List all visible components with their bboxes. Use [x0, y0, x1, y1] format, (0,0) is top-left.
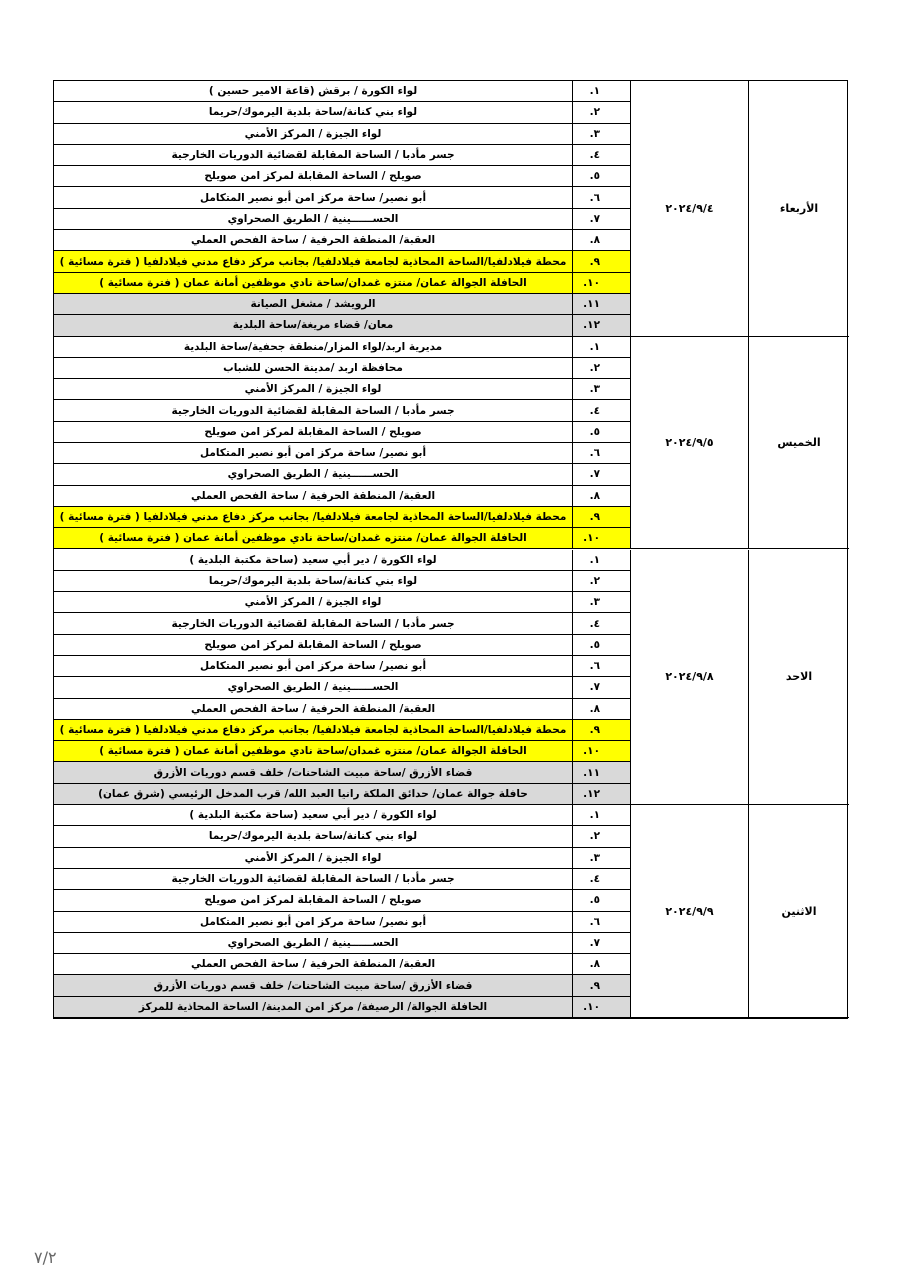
location: حافلة جوالة عمان/ حدائق الملكة رانيا الع…	[54, 783, 573, 806]
location: العقبة/ المنطقة الحرفية / ساحة الفحص الع…	[54, 954, 573, 976]
location: الحســــــينية / الطريق الصحراوي	[54, 677, 573, 699]
row-number: ٢.	[573, 826, 631, 848]
location: لواء الجيزة / المركز الأمني	[54, 847, 573, 869]
row-number: ١١.	[573, 762, 631, 784]
location: محافظة اربد /مدينة الحسن للشباب	[54, 357, 573, 380]
row-number: ٩.	[573, 251, 631, 273]
location: صويلح / الساحة المقابلة لمركز امن صويلح	[54, 890, 573, 912]
row-number: ١١.	[573, 293, 631, 316]
row-number: ٤.	[573, 144, 631, 167]
row-number: ٨.	[573, 485, 631, 507]
row-number: ٧.	[573, 932, 631, 955]
row-number: ٩.	[573, 506, 631, 529]
location: لواء الكورة / دير أبي سعيد (ساحة مكتبة ا…	[54, 549, 573, 571]
row-number: ٤.	[573, 868, 631, 891]
row-number: ٥.	[573, 166, 631, 188]
location: الرويشد / مشغل الصيانة	[54, 293, 573, 316]
row-number: ٣.	[573, 379, 631, 401]
row-number: ١٠.	[573, 996, 631, 1018]
location: لواء الجيزة / المركز الأمني	[54, 592, 573, 614]
day: الاثنين	[749, 805, 849, 1018]
date: ٢٠٢٤/٩/٩	[631, 805, 749, 1018]
location: الحافلة الجوالة عمان/ منتزه غمدان/ساحة ن…	[54, 272, 573, 294]
row-number: ٢.	[573, 570, 631, 593]
location: لواء بني كنانة/ساحة بلدية اليرموك/حريما	[54, 102, 573, 124]
location: الحافلة الجوالة عمان/ منتزه غمدان/ساحة ن…	[54, 528, 573, 550]
location: الحســــــينية / الطريق الصحراوي	[54, 464, 573, 486]
location: صويلح / الساحة المقابلة لمركز امن صويلح	[54, 634, 573, 656]
row-number: ٨.	[573, 954, 631, 976]
row-number: ٦.	[573, 911, 631, 933]
row-number: ١٠.	[573, 272, 631, 294]
location: أبو نصير/ ساحة مركز امن أبو نصير المتكام…	[54, 655, 573, 678]
location: جسر مأدبا / الساحة المقابلة لقضائية الدو…	[54, 144, 573, 167]
day: الأربعاء	[749, 81, 849, 337]
row-number: ٦.	[573, 655, 631, 678]
date: ٢٠٢٤/٩/٤	[631, 81, 749, 337]
row-number: ٥.	[573, 634, 631, 656]
row-number: ٤.	[573, 613, 631, 635]
location: الحافلة الجوالة عمان/ منتزه غمدان/ساحة ن…	[54, 741, 573, 763]
location: الحســــــينية / الطريق الصحراوي	[54, 932, 573, 955]
location: الحســــــينية / الطريق الصحراوي	[54, 208, 573, 231]
row-number: ٢.	[573, 357, 631, 380]
row-number: ١.	[573, 336, 631, 358]
location: جسر مأدبا / الساحة المقابلة لقضائية الدو…	[54, 613, 573, 635]
page-number: ٧/٢	[34, 1248, 57, 1267]
location: جسر مأدبا / الساحة المقابلة لقضائية الدو…	[54, 400, 573, 422]
location: لواء بني كنانة/ساحة بلدية اليرموك/حريما	[54, 826, 573, 848]
row-number: ١.	[573, 81, 631, 103]
schedule-table: لواء الكورة / برقش (قاعة الامير حسين ) ١.…	[53, 80, 849, 1019]
row-number: ٣.	[573, 123, 631, 145]
location: قضاء الأزرق /ساحة مبيت الشاحنات/ خلف قسم…	[54, 762, 573, 784]
row-number: ٨.	[573, 698, 631, 720]
location: أبو نصير/ ساحة مركز امن أبو نصير المتكام…	[54, 911, 573, 933]
row-number: ٦.	[573, 443, 631, 465]
location: صويلح / الساحة المقابلة لمركز امن صويلح	[54, 166, 573, 188]
location: قضاء الأزرق /ساحة مبيت الشاحنات/ خلف قسم…	[54, 975, 573, 997]
day: الخميس	[749, 337, 849, 550]
row-number: ٥.	[573, 890, 631, 912]
row-number: ٩.	[573, 719, 631, 742]
location: لواء الجيزة / المركز الأمني	[54, 379, 573, 401]
date: ٢٠٢٤/٩/٥	[631, 336, 749, 550]
row-number: ٥.	[573, 421, 631, 443]
date: ٢٠٢٤/٩/٨	[631, 549, 749, 806]
row-number: ٣.	[573, 847, 631, 869]
day: الاحد	[749, 550, 849, 806]
row-number: ١.	[573, 805, 631, 827]
row-number: ٩.	[573, 975, 631, 997]
location: أبو نصير/ ساحة مركز امن أبو نصير المتكام…	[54, 187, 573, 209]
location: محطة فيلادلفيا/الساحة المحاذية لجامعة في…	[54, 506, 573, 529]
location: جسر مأدبا / الساحة المقابلة لقضائية الدو…	[54, 868, 573, 891]
row-number: ١.	[573, 549, 631, 571]
location: أبو نصير/ ساحة مركز امن أبو نصير المتكام…	[54, 443, 573, 465]
row-number: ٧.	[573, 677, 631, 699]
row-number: ٧.	[573, 208, 631, 231]
row-number: ٦.	[573, 187, 631, 209]
location: محطة فيلادلفيا/الساحة المحاذية لجامعة في…	[54, 251, 573, 273]
row-number: ٣.	[573, 592, 631, 614]
location: العقبة/ المنطقة الحرفية / ساحة الفحص الع…	[54, 230, 573, 252]
location: مديرية اربد/لواء المزار/منطقة جحفية/ساحة…	[54, 336, 573, 358]
row-number: ١٢.	[573, 783, 631, 806]
row-number: ١٢.	[573, 315, 631, 337]
location: الحافلة الجوالة/ الرصيفة/ مركز امن المدي…	[54, 996, 573, 1018]
row-number: ٤.	[573, 400, 631, 422]
location: محطة فيلادلفيا/الساحة المحاذية لجامعة في…	[54, 719, 573, 742]
location: العقبة/ المنطقة الحرفية / ساحة الفحص الع…	[54, 485, 573, 507]
row-number: ٢.	[573, 102, 631, 124]
row-number: ٧.	[573, 464, 631, 486]
location: لواء بني كنانة/ساحة بلدية اليرموك/حريما	[54, 570, 573, 593]
location: صويلح / الساحة المقابلة لمركز امن صويلح	[54, 421, 573, 443]
location: لواء الكورة / برقش (قاعة الامير حسين )	[54, 81, 573, 103]
location: لواء الجيزة / المركز الأمني	[54, 123, 573, 145]
location: لواء الكورة / دير أبي سعيد (ساحة مكتبة ا…	[54, 805, 573, 827]
row-number: ١٠.	[573, 741, 631, 763]
row-number: ٨.	[573, 230, 631, 252]
location: معان/ قضاء مريغة/ساحة البلدية	[54, 315, 573, 337]
row-number: ١٠.	[573, 528, 631, 550]
location: العقبة/ المنطقة الحرفية / ساحة الفحص الع…	[54, 698, 573, 720]
